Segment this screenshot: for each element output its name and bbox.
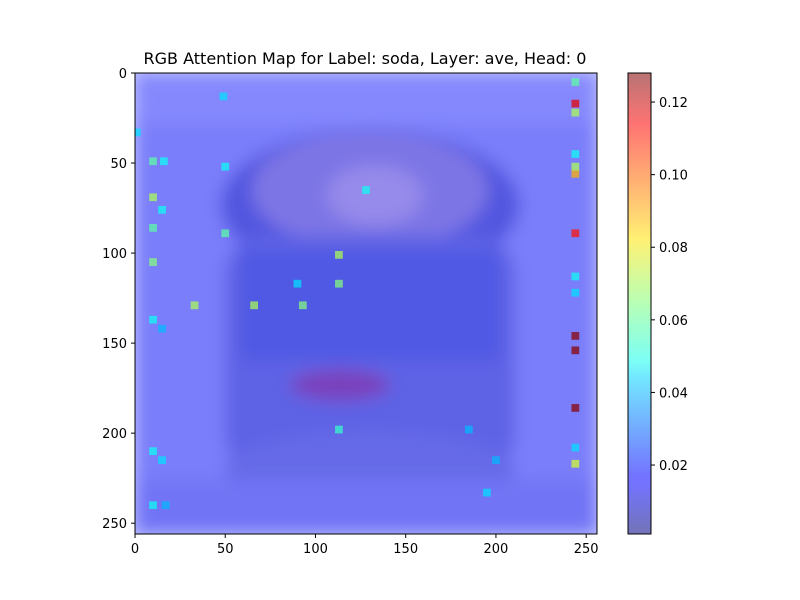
attention-tint <box>135 73 597 534</box>
y-tick-label: 200 <box>102 427 127 442</box>
x-tick-label: 150 <box>393 542 418 557</box>
x-tick-label: 200 <box>484 542 509 557</box>
attention-cell <box>571 459 580 468</box>
attention-cell <box>335 425 343 434</box>
attention-cell <box>149 315 157 324</box>
plot-frame <box>134 72 598 535</box>
colorbar-tick-label: 0.08 <box>659 241 688 256</box>
heatmap-area <box>135 73 597 534</box>
colorbar-tick-label: 0.02 <box>659 459 688 474</box>
attention-cell <box>221 229 230 238</box>
attention-cell <box>221 162 230 171</box>
background-photo <box>135 73 597 534</box>
chart-title: RGB Attention Map for Label: soda, Layer… <box>144 49 587 68</box>
y-tick-label: 150 <box>102 337 127 352</box>
colorbar-frame <box>627 72 652 535</box>
x-tick-label: 0 <box>131 542 139 557</box>
attention-cell <box>571 288 580 297</box>
colorbar-tick-label: 0.06 <box>659 314 688 329</box>
attention-cell <box>149 157 157 166</box>
attention-cell <box>158 324 166 333</box>
attention-cell <box>571 169 580 178</box>
attention-cell <box>464 425 473 434</box>
attention-cell <box>293 279 302 288</box>
x-tick-label: 250 <box>574 542 599 557</box>
colorbar-tick-label: 0.04 <box>659 386 688 401</box>
attention-cell <box>571 229 580 238</box>
attention-cell <box>571 346 580 355</box>
y-axis: 0 50 100 150 200 250 <box>102 67 135 532</box>
colorbar-tick-label: 0.10 <box>659 169 688 184</box>
attention-cell <box>161 501 170 510</box>
attention-cell <box>190 301 199 310</box>
attention-cell <box>362 186 370 194</box>
y-tick-label: 0 <box>119 67 127 82</box>
attention-cell <box>571 108 580 117</box>
attention-cell <box>483 488 491 497</box>
y-tick-label: 50 <box>110 157 127 172</box>
attention-cell <box>159 157 168 166</box>
colorbar: 0.02 0.04 0.06 0.08 0.10 0.12 <box>627 72 688 535</box>
attention-cell <box>571 162 580 171</box>
attention-cell <box>571 272 580 281</box>
x-axis: 0 50 100 150 200 250 <box>131 534 599 557</box>
colorbar-tick-label: 0.12 <box>659 96 688 111</box>
y-tick-label: 100 <box>102 247 127 262</box>
attention-cell <box>571 150 580 158</box>
attention-cell <box>571 78 580 86</box>
attention-cell <box>492 456 500 465</box>
attention-cell <box>335 251 343 259</box>
attention-cell <box>250 301 258 310</box>
colorbar-gradient <box>628 73 651 534</box>
x-tick-label: 100 <box>303 542 328 557</box>
attention-cell <box>149 258 157 266</box>
attention-cell <box>571 404 580 412</box>
colorbar-ticks: 0.02 0.04 0.06 0.08 0.10 0.12 <box>651 96 688 474</box>
attention-cell <box>149 447 157 456</box>
attention-cell <box>335 279 343 288</box>
attention-cell <box>158 456 166 465</box>
attention-cell <box>219 92 228 101</box>
attention-cell <box>149 223 157 232</box>
attention-patches <box>135 78 580 510</box>
attention-cell <box>571 99 580 108</box>
attention-cell <box>149 501 157 510</box>
x-tick-label: 50 <box>217 542 234 557</box>
attention-cell <box>571 332 580 340</box>
attention-cell <box>135 128 141 137</box>
attention-cell <box>149 193 157 202</box>
y-tick-label: 250 <box>102 517 127 532</box>
attention-cell <box>571 443 580 452</box>
attention-cell <box>298 301 307 310</box>
attention-cell <box>158 205 166 214</box>
